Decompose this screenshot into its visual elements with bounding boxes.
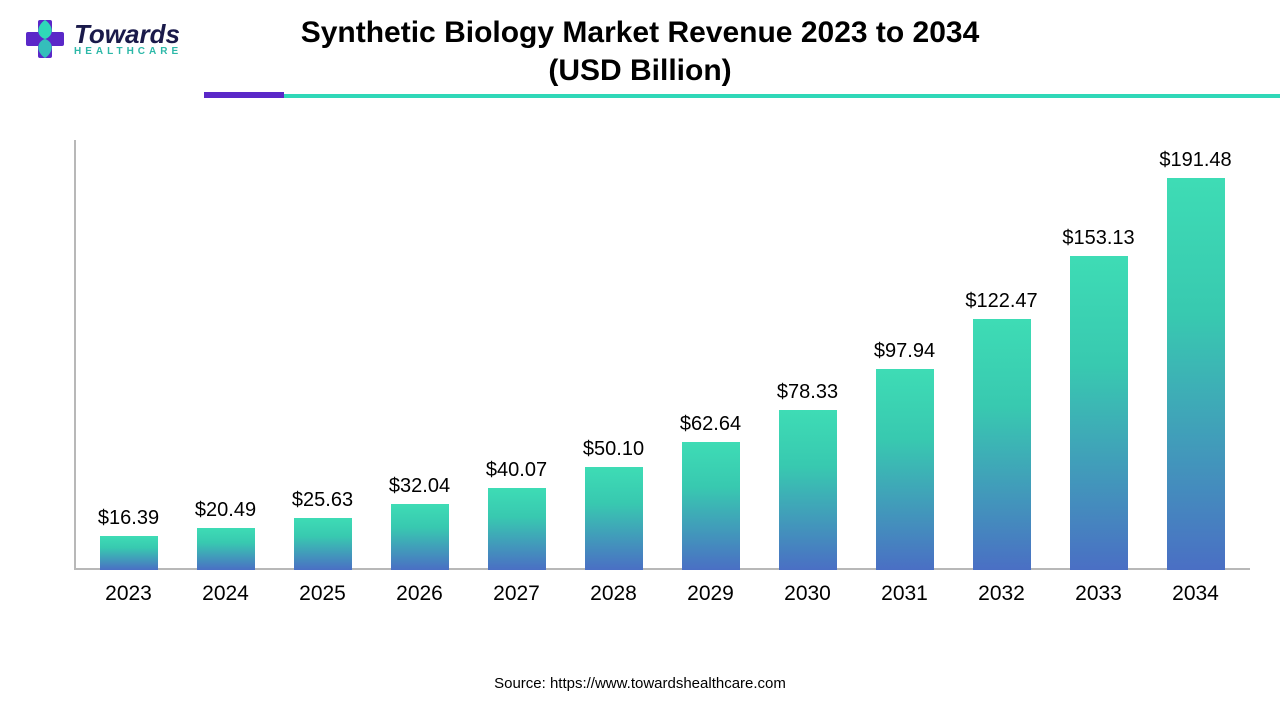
bar-column: $97.94 (856, 140, 953, 570)
bar (682, 442, 740, 570)
bar-column: $153.13 (1050, 140, 1147, 570)
bar-value-label: $25.63 (292, 489, 353, 512)
x-axis-labels: 2023202420252026202720282029203020312032… (74, 570, 1250, 610)
bar-column: $32.04 (371, 140, 468, 570)
bar (294, 518, 352, 570)
bar (876, 369, 934, 570)
bar (488, 488, 546, 570)
bar (585, 467, 643, 570)
bar (100, 536, 158, 570)
divider-teal-segment (284, 94, 1280, 98)
bar-value-label: $153.13 (1062, 227, 1134, 250)
x-axis-label: 2033 (1050, 570, 1147, 610)
bar-column: $25.63 (274, 140, 371, 570)
bar-chart: $16.39 $20.49 $25.63 $32.04 $40.07 $50.10 $62.… (74, 140, 1250, 610)
title-line-2: (USD Billion) (548, 54, 731, 87)
bar-value-label: $78.33 (777, 381, 838, 404)
bar-column: $62.64 (662, 140, 759, 570)
bar-column: $122.47 (953, 140, 1050, 570)
x-axis-label: 2025 (274, 570, 371, 610)
bar-column: $20.49 (177, 140, 274, 570)
bar (391, 504, 449, 570)
bar-value-label: $97.94 (874, 340, 935, 363)
title-divider (78, 94, 1280, 100)
x-axis-label: 2028 (565, 570, 662, 610)
bar (1070, 256, 1128, 570)
x-axis-label: 2032 (953, 570, 1050, 610)
bars-container: $16.39 $20.49 $25.63 $32.04 $40.07 $50.10 $62.… (74, 140, 1250, 570)
x-axis-label: 2029 (662, 570, 759, 610)
title-line-1: Synthetic Biology Market Revenue 2023 to… (301, 16, 980, 49)
divider-purple-segment (204, 92, 284, 98)
bar-column: $78.33 (759, 140, 856, 570)
bar-value-label: $40.07 (486, 459, 547, 482)
bar (973, 319, 1031, 570)
chart-title: Synthetic Biology Market Revenue 2023 to… (0, 14, 1280, 89)
bar-column: $40.07 (468, 140, 565, 570)
bar-column: $50.10 (565, 140, 662, 570)
x-axis-label: 2024 (177, 570, 274, 610)
x-axis-label: 2027 (468, 570, 565, 610)
bar (1167, 178, 1225, 570)
x-axis-label: 2034 (1147, 570, 1244, 610)
bar (779, 410, 837, 570)
bar-value-label: $32.04 (389, 475, 450, 498)
source-attribution: Source: https://www.towardshealthcare.co… (0, 675, 1280, 692)
bar-column: $16.39 (80, 140, 177, 570)
bar-column: $191.48 (1147, 140, 1244, 570)
bar (197, 528, 255, 570)
bar-value-label: $122.47 (965, 290, 1037, 313)
x-axis-label: 2031 (856, 570, 953, 610)
bar-value-label: $20.49 (195, 499, 256, 522)
bar-value-label: $50.10 (583, 438, 644, 461)
bar-value-label: $16.39 (98, 507, 159, 530)
bar-value-label: $191.48 (1159, 149, 1231, 172)
bar-value-label: $62.64 (680, 413, 741, 436)
x-axis-label: 2030 (759, 570, 856, 610)
x-axis-label: 2023 (80, 570, 177, 610)
x-axis-label: 2026 (371, 570, 468, 610)
